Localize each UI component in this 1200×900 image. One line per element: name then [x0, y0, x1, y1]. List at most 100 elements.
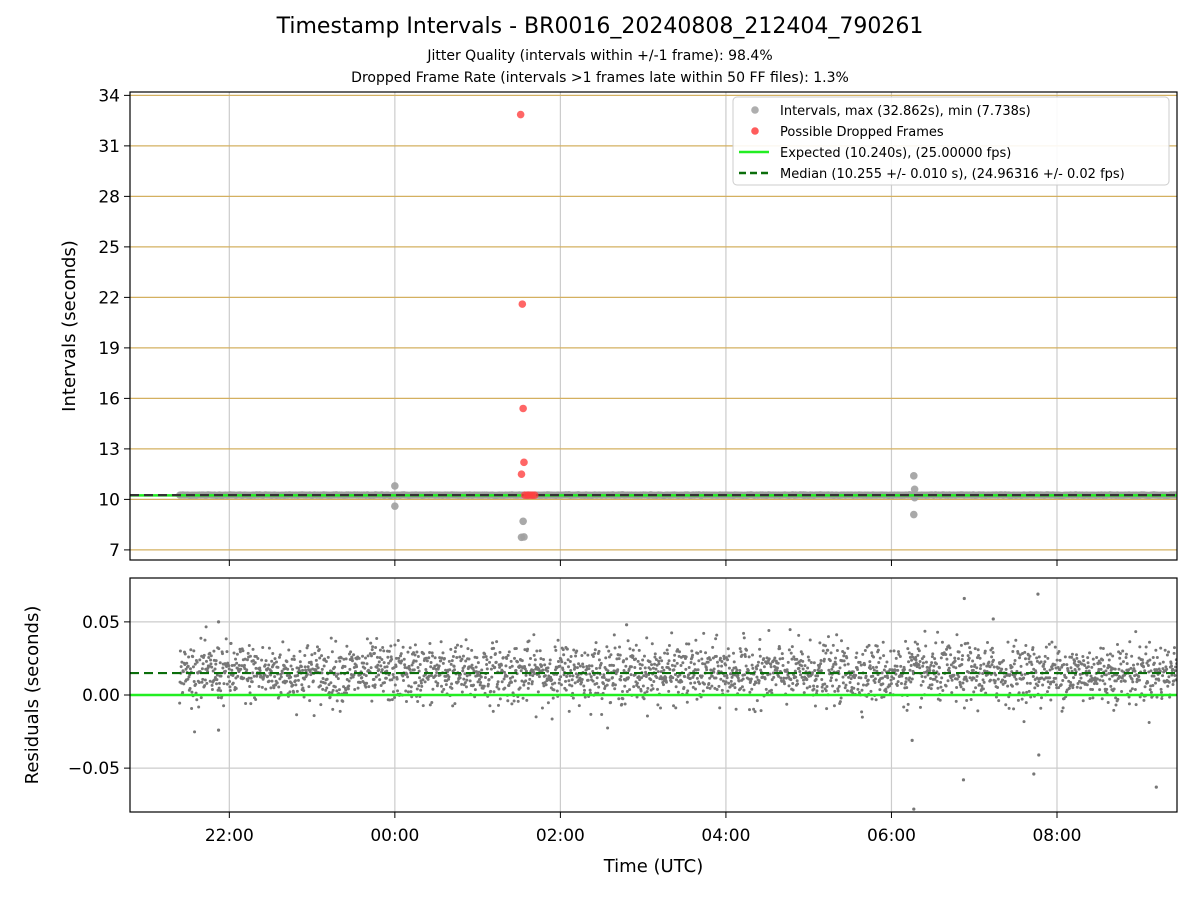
residual-point [981, 678, 985, 682]
residual-point [368, 652, 372, 656]
residual-point [945, 647, 949, 651]
residual-point [1020, 697, 1024, 701]
residual-point [669, 679, 673, 683]
residual-point [391, 690, 395, 694]
residual-point [802, 678, 806, 682]
residual-point [632, 685, 636, 689]
residual-point [556, 659, 560, 663]
residual-point [921, 661, 925, 665]
residual-point [1062, 662, 1066, 666]
residual-point [638, 667, 642, 671]
residual-point [238, 650, 242, 654]
residual-point [878, 656, 882, 660]
residual-point [264, 659, 268, 663]
residual-point [442, 687, 446, 691]
residual-point [310, 653, 314, 657]
residual-point [229, 641, 233, 645]
residual-point [672, 704, 676, 708]
residual-point [1030, 662, 1034, 666]
residual-point [760, 661, 764, 665]
residual-point [593, 648, 597, 652]
residual-point [1152, 674, 1156, 678]
residual-point [540, 706, 544, 710]
residual-point [974, 686, 978, 690]
residual-point [1042, 667, 1046, 671]
residual-point [625, 657, 629, 661]
residual-point [923, 675, 927, 679]
residual-point [269, 673, 273, 677]
residual-point [1052, 680, 1056, 684]
residual-point [1158, 662, 1162, 666]
residual-point [737, 679, 741, 683]
residual-point [289, 675, 293, 679]
residual-point [819, 658, 823, 662]
residual-point [292, 658, 296, 662]
residual-point [553, 645, 557, 649]
residual-point [849, 677, 853, 681]
residual-point [1006, 640, 1010, 644]
residual-point [571, 696, 575, 700]
residual-point [1053, 663, 1057, 667]
residual-point [792, 655, 796, 659]
residual-point [858, 660, 862, 664]
residual-point [759, 668, 763, 672]
residual-point [449, 647, 453, 651]
residual-point [971, 659, 975, 663]
residual-point [214, 659, 218, 663]
residual-point [394, 656, 398, 660]
residual-point [425, 659, 429, 663]
residual-point [228, 688, 232, 692]
residual-point [1008, 673, 1012, 677]
residual-point [1036, 684, 1040, 688]
residual-point [435, 663, 439, 667]
residual-point [1034, 670, 1038, 674]
residual-point [860, 688, 864, 692]
plot-area [130, 592, 1177, 811]
residual-point [285, 679, 289, 683]
residual-point [696, 668, 700, 672]
residual-point [390, 698, 394, 702]
residual-point [1104, 669, 1108, 673]
residual-point [574, 654, 578, 658]
residual-point [1058, 658, 1062, 662]
residual-point [631, 648, 635, 652]
residual-point [863, 649, 867, 653]
residual-point [416, 699, 420, 703]
residual-point [1091, 688, 1095, 692]
residual-point [475, 656, 479, 660]
residual-point [639, 689, 643, 693]
residual-point [1116, 697, 1120, 701]
residual-point [429, 660, 433, 664]
residual-point [214, 662, 218, 666]
residual-point [251, 659, 255, 663]
residual-point [447, 675, 451, 679]
residual-point [347, 684, 351, 688]
residual-point [909, 680, 913, 684]
residual-point [361, 654, 365, 658]
residual-point [581, 662, 585, 666]
residual-point [921, 680, 925, 684]
residual-point [715, 660, 719, 664]
residual-point [618, 653, 622, 657]
residual-point [335, 699, 339, 703]
y-axis-label: Residuals (seconds) [22, 606, 43, 785]
residual-point [875, 665, 879, 669]
residual-point [1098, 661, 1102, 665]
residual-point [599, 661, 603, 665]
residual-point [383, 665, 387, 669]
residual-point [550, 678, 554, 682]
residual-point [1039, 660, 1043, 664]
residual-point [436, 681, 440, 685]
residual-point [861, 683, 865, 687]
residual-point [875, 644, 879, 648]
residual-point [925, 665, 929, 669]
residual-point [1112, 708, 1116, 712]
residual-point [870, 651, 874, 655]
residual-point [245, 658, 249, 662]
residual-point [489, 655, 493, 659]
residual-point [1071, 686, 1075, 690]
residual-point [387, 661, 391, 665]
residual-point [1092, 682, 1096, 686]
residual-point [644, 672, 648, 676]
residual-point [417, 684, 421, 688]
